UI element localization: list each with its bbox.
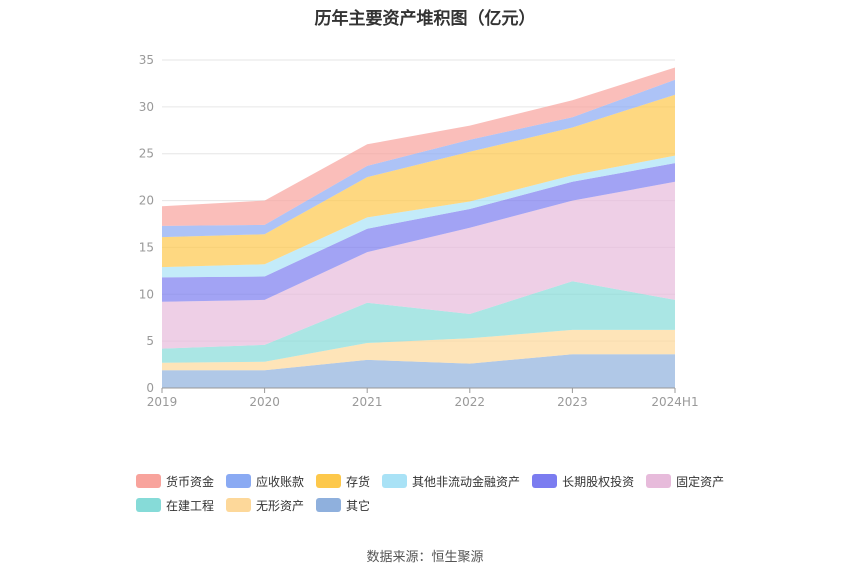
y-tick-label: 5 xyxy=(146,334,154,348)
legend-swatch xyxy=(136,498,161,512)
legend-label: 长期股权投资 xyxy=(562,474,635,489)
legend-swatch xyxy=(382,474,408,488)
stacked-area-chart: 0 5 10 15 20 25 30 35 2019 2020 2021 2022 2023 2024H1 xyxy=(139,53,699,409)
legend-item[interactable]: 固定资产 xyxy=(646,473,724,489)
legend-item[interactable]: 应收账款 xyxy=(226,473,304,489)
x-tick-label: 2023 xyxy=(557,395,588,409)
legend-swatch xyxy=(226,474,252,488)
x-tick-label: 2022 xyxy=(455,395,486,409)
legend-label: 固定资产 xyxy=(676,474,725,489)
area-series-4[interactable] xyxy=(162,163,675,302)
legend-swatch xyxy=(226,498,252,512)
legend-item[interactable]: 存货 xyxy=(316,473,370,489)
area-series-0[interactable] xyxy=(162,354,675,388)
legend-swatch xyxy=(136,474,161,488)
source-note: 数据来源：恒生聚源 xyxy=(366,550,484,565)
axes: 0 5 10 15 20 25 30 35 2019 2020 2021 2022 2023 2024H1 xyxy=(139,53,699,409)
area-series-2[interactable] xyxy=(162,281,675,363)
legend-label: 无形资产 xyxy=(256,498,305,513)
legend-swatch xyxy=(646,474,672,488)
legend-item[interactable]: 货币资金 xyxy=(136,473,214,489)
area-series-5[interactable] xyxy=(162,155,675,278)
legend-swatch xyxy=(316,498,342,512)
legend-label: 其它 xyxy=(346,498,371,513)
area-series-3[interactable] xyxy=(162,181,675,349)
legend-item[interactable]: 在建工程 xyxy=(136,497,214,513)
legend-label: 货币资金 xyxy=(166,474,215,489)
x-tick-label: 2024H1 xyxy=(651,395,698,409)
x-tick-label: 2020 xyxy=(249,395,280,409)
y-tick-label: 10 xyxy=(139,287,154,301)
area-series-8[interactable] xyxy=(162,67,675,226)
legend-item[interactable]: 长期股权投资 xyxy=(532,473,634,489)
legend-swatch xyxy=(532,474,558,488)
area-series-layer xyxy=(162,67,675,388)
area-series-6[interactable] xyxy=(162,94,675,268)
legend-label: 在建工程 xyxy=(166,498,215,513)
legend-item[interactable]: 无形资产 xyxy=(226,497,304,513)
y-tick-label: 15 xyxy=(139,240,154,254)
legend-label: 其他非流动金融资产 xyxy=(412,474,521,489)
legend-item[interactable]: 其它 xyxy=(316,497,370,513)
legend-item[interactable]: 其他非流动金融资产 xyxy=(382,473,520,489)
legend-swatch xyxy=(316,474,342,488)
legend-label: 存货 xyxy=(346,474,371,489)
y-tick-label: 35 xyxy=(139,53,154,67)
y-tick-label: 20 xyxy=(139,194,154,208)
legend-label: 应收账款 xyxy=(256,474,305,489)
x-tick-label: 2019 xyxy=(147,395,178,409)
y-tick-label: 30 xyxy=(139,100,154,114)
legend: 货币资金 应收账款 存货 其他非流动金融资产 长期股权投资 固定资产在建工程 无形资产 其它 xyxy=(136,473,736,513)
y-tick-label: 25 xyxy=(139,147,154,161)
area-series-7[interactable] xyxy=(162,79,675,238)
y-tick-label: 0 xyxy=(146,381,154,395)
chart-title: 历年主要资产堆积图（亿元） xyxy=(314,9,536,29)
area-series-1[interactable] xyxy=(162,329,675,371)
x-tick-label: 2021 xyxy=(352,395,383,409)
